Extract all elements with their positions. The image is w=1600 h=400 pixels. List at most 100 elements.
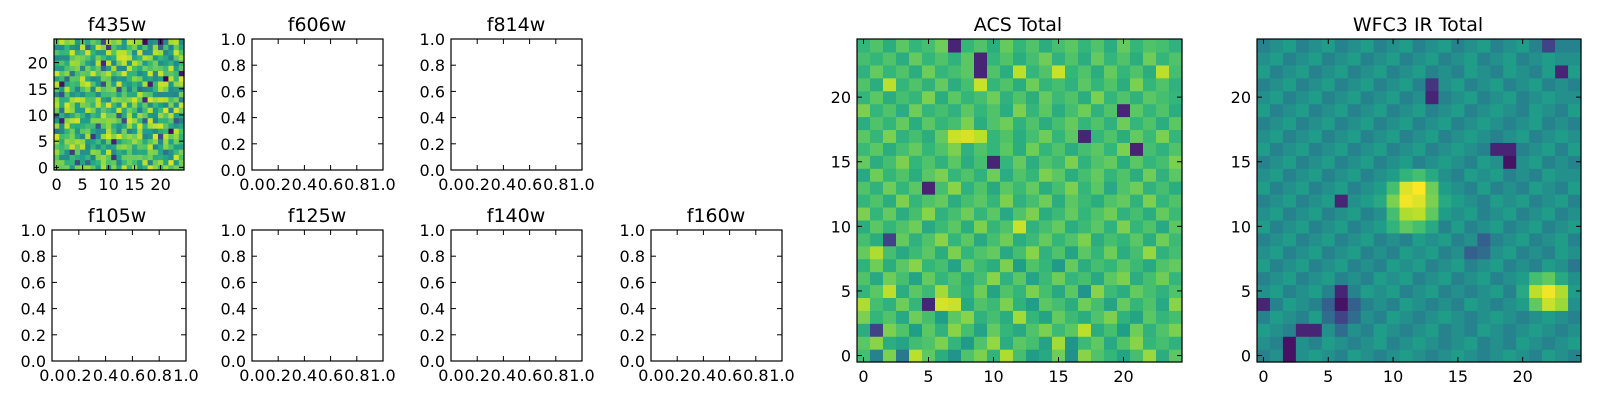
heatmap-cell [168, 154, 175, 161]
heatmap-cell [74, 101, 81, 108]
heatmap-cell [64, 54, 71, 61]
heatmap-cell [126, 164, 133, 171]
panel-title: f140w [487, 205, 546, 227]
heatmap-cell [1321, 129, 1336, 143]
heatmap-cell [922, 194, 936, 208]
heatmap-cell [85, 107, 91, 113]
heatmap-cell [1104, 349, 1118, 363]
heatmap-cell [1451, 103, 1465, 118]
heatmap-cell [1026, 116, 1040, 131]
heatmap-cell [178, 154, 185, 161]
heatmap-cell [1347, 336, 1362, 350]
heatmap-cell [857, 142, 871, 156]
heatmap-cell [1464, 103, 1478, 118]
heatmap-cell [1282, 284, 1297, 298]
heatmap-cell [1257, 245, 1271, 260]
heatmap-cell [1425, 168, 1440, 182]
heatmap-cell [168, 159, 175, 166]
heatmap-cell [106, 117, 112, 124]
heatmap-cell [1334, 310, 1349, 324]
heatmap-cell [1477, 103, 1491, 118]
heatmap-cell [909, 310, 923, 324]
heatmap-cell [1425, 142, 1440, 156]
heatmap-cell [168, 70, 175, 77]
heatmap-cell [80, 49, 86, 56]
heatmap-cell [1130, 51, 1144, 66]
heatmap-cell [909, 103, 923, 118]
heatmap-cell [1464, 90, 1478, 105]
heatmap-cell [1026, 206, 1040, 221]
heatmap-cell [1529, 142, 1543, 156]
heatmap-cell [1295, 323, 1310, 337]
heatmap-cell [1334, 219, 1349, 234]
heatmap-cell [1026, 90, 1040, 105]
heatmap-cell [1117, 219, 1131, 234]
heatmap-cell [74, 65, 81, 72]
heatmap-cell [95, 159, 102, 166]
heatmap-cell [870, 142, 884, 156]
heatmap-cell [69, 49, 76, 56]
heatmap-cell [987, 129, 1001, 143]
heatmap-cell [1529, 271, 1543, 286]
heatmap-cell [178, 117, 185, 124]
heatmap-cell [1360, 90, 1375, 105]
heatmap-cell [1438, 77, 1452, 92]
heatmap-cell [59, 128, 65, 134]
heatmap-cell [961, 349, 975, 363]
heatmap-cell [883, 323, 897, 337]
heatmap-cell [64, 86, 71, 92]
heatmap-cell [1373, 64, 1388, 79]
heatmap-cell [90, 112, 97, 119]
heatmap-cell [870, 219, 884, 234]
heatmap-cell [178, 128, 185, 134]
heatmap-cell [896, 64, 910, 79]
heatmap-cell [178, 101, 185, 108]
heatmap-cell [1104, 206, 1118, 221]
heatmap-cell [1555, 219, 1569, 234]
heatmap-cell [870, 349, 884, 363]
heatmap-cell [100, 49, 107, 56]
heatmap-cell [1295, 349, 1310, 363]
axes-frame [650, 229, 783, 362]
heatmap-cell [1130, 245, 1144, 260]
heatmap-cell [1000, 284, 1014, 298]
heatmap-cell [1143, 323, 1157, 337]
heatmap-cell [1568, 271, 1582, 286]
heatmap-cell [100, 86, 107, 92]
heatmap-cell [1091, 64, 1105, 79]
heatmap-cell [1052, 232, 1066, 247]
x-tick-label: 20 [1513, 367, 1533, 386]
x-tick-label: 0.2 [464, 366, 489, 385]
heatmap-cell [870, 245, 884, 260]
heatmap-cell [1130, 271, 1144, 286]
heatmap-cell [1065, 323, 1079, 337]
x-tick-label: 0.8 [146, 366, 171, 385]
heatmap-cell [857, 219, 871, 234]
heatmap-cell [1269, 168, 1284, 182]
heatmap-cell [152, 143, 159, 150]
heatmap-cell [1078, 155, 1092, 169]
heatmap-cell [95, 96, 102, 103]
heatmap-cell [1503, 258, 1517, 273]
x-tick-label: 0.0 [39, 366, 64, 385]
heatmap-cell [883, 142, 897, 156]
heatmap-cell [1282, 232, 1297, 247]
heatmap-cell [935, 271, 949, 286]
heatmap-cell [1257, 77, 1271, 92]
heatmap-cell [1438, 336, 1452, 350]
x-tick-label: 0 [1258, 367, 1268, 386]
heatmap-cell [935, 258, 949, 273]
heatmap-cell [147, 91, 154, 98]
heatmap-cell [1490, 77, 1504, 92]
heatmap-cell [1117, 181, 1131, 195]
heatmap-cell [1529, 284, 1543, 298]
heatmap-cell [1412, 168, 1427, 182]
heatmap-cell [1026, 129, 1040, 143]
heatmap-cell [147, 86, 154, 92]
heatmap-cell [1399, 206, 1414, 221]
heatmap-cell [935, 39, 949, 53]
heatmap-cell [1130, 155, 1144, 169]
heatmap-cell [116, 70, 123, 77]
heatmap-cell [1308, 155, 1323, 169]
heatmap-cell [1026, 297, 1040, 311]
